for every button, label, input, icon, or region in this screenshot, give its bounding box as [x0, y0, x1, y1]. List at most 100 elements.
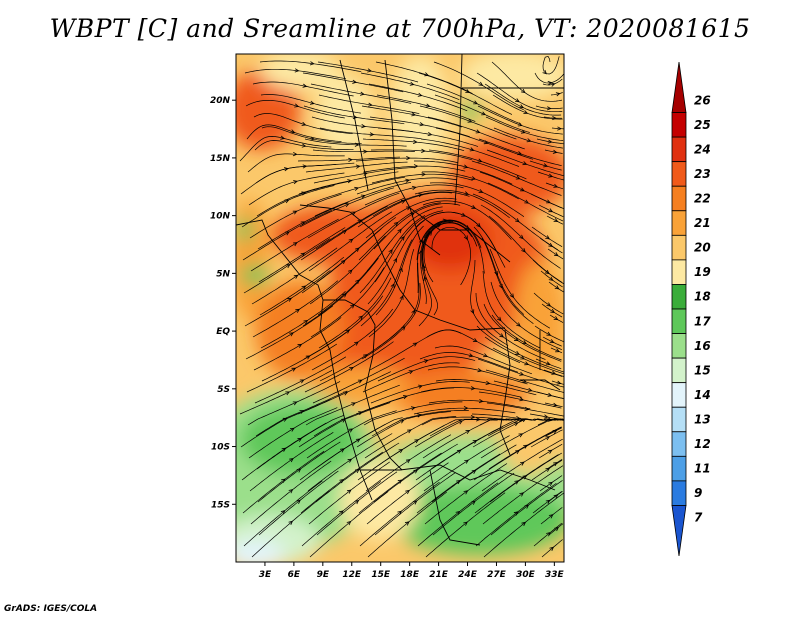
streamline	[425, 492, 506, 558]
streamline	[307, 433, 393, 492]
streamline-arrow	[399, 419, 405, 424]
streamline	[369, 116, 471, 138]
streamline	[318, 277, 392, 349]
streamline	[244, 68, 347, 80]
colorbar-label: 11	[694, 462, 711, 476]
streamline-arrow	[301, 143, 307, 148]
streamline	[366, 462, 449, 525]
streamline-arrow	[553, 252, 559, 257]
streamline-arrow	[515, 175, 521, 180]
streamline-arrow	[549, 546, 555, 552]
streamline-arrow	[281, 478, 286, 483]
streamline-arrow	[348, 238, 354, 243]
streamline-arrow	[548, 514, 554, 519]
streamline-arrow	[524, 361, 530, 366]
streamline	[424, 463, 508, 525]
streamline-arrow	[423, 276, 428, 281]
streamline-arrow	[358, 315, 364, 320]
streamline-arrow	[292, 242, 298, 247]
streamline-arrow	[368, 102, 373, 107]
streamline-arrow	[546, 106, 552, 111]
streamline	[492, 347, 563, 377]
streamline-arrow	[513, 511, 519, 516]
streamline-arrow	[280, 510, 286, 515]
streamline-arrow	[520, 187, 525, 192]
streamline-arrow	[299, 410, 305, 414]
streamline	[307, 192, 400, 239]
streamline-arrow	[472, 338, 478, 342]
streamline	[422, 418, 515, 459]
streamline	[476, 325, 564, 373]
streamline-arrow	[297, 343, 303, 348]
streamline	[312, 357, 405, 404]
streamline-arrow	[363, 354, 368, 359]
streamline-arrow	[470, 309, 475, 315]
streamline	[246, 343, 338, 393]
streamline-arrow	[552, 402, 558, 407]
streamline	[242, 209, 333, 261]
streamline-arrow	[349, 366, 354, 371]
streamline	[363, 165, 466, 173]
streamline	[372, 191, 470, 217]
streamline-arrow	[477, 158, 483, 163]
streamline	[491, 61, 563, 102]
streamline-arrow	[551, 370, 557, 375]
streamline-arrow	[352, 114, 358, 120]
streamline-arrow	[473, 100, 479, 105]
streamline-arrow	[509, 293, 515, 299]
streamline	[319, 127, 422, 140]
colorbar-segment	[671, 431, 687, 457]
streamline	[545, 182, 564, 190]
streamline	[431, 444, 517, 503]
streamline-arrow	[548, 481, 553, 486]
lat-tick-label: 15S	[211, 500, 230, 510]
streamline	[491, 314, 562, 361]
streamline-arrow	[339, 478, 345, 484]
streamline-arrow	[547, 392, 553, 397]
streamline-arrow	[294, 68, 300, 73]
map-frame	[235, 53, 565, 563]
streamline	[540, 507, 563, 525]
streamline-arrow	[388, 248, 393, 254]
streamline-arrow	[305, 355, 311, 360]
streamline	[253, 113, 353, 135]
colorbar-segment	[671, 505, 687, 557]
streamline-arrow	[288, 520, 294, 526]
streamline	[359, 215, 426, 294]
streamline	[414, 189, 510, 219]
streamline-arrow	[291, 367, 297, 372]
colorbar-segment	[671, 112, 687, 138]
streamline-arrow	[285, 231, 290, 236]
streamline-arrow	[521, 247, 526, 253]
streamline	[537, 171, 564, 181]
streamline-arrow	[367, 68, 373, 73]
streamline	[241, 185, 335, 228]
streamline	[493, 127, 563, 149]
streamline-arrow	[523, 444, 529, 449]
streamline-arrow	[342, 293, 347, 298]
streamline	[427, 366, 528, 385]
streamline	[371, 410, 469, 437]
streamline-arrow	[281, 447, 287, 452]
lon-tick-label: 33E	[545, 570, 565, 580]
streamline-arrow	[463, 521, 468, 526]
streamline-arrow	[421, 148, 426, 153]
streamline	[250, 460, 332, 525]
streamline-arrow	[295, 308, 301, 313]
streamline-arrow	[542, 69, 548, 75]
streamline	[317, 242, 390, 316]
streamline-arrow	[341, 259, 346, 265]
streamline-arrow	[347, 269, 353, 274]
streamline-arrow	[553, 218, 559, 222]
streamline	[492, 94, 563, 120]
streamline	[536, 138, 564, 145]
streamline-arrow	[398, 449, 404, 454]
streamline	[529, 413, 563, 420]
streamline	[475, 483, 557, 547]
streamline	[258, 470, 339, 536]
streamline	[249, 432, 334, 492]
streamline-arrow	[515, 218, 520, 223]
streamline	[298, 402, 391, 448]
chart-title: WBPT [C] and Sreamline at 700hPa, VT: 20…	[49, 14, 751, 43]
streamline	[536, 391, 564, 399]
